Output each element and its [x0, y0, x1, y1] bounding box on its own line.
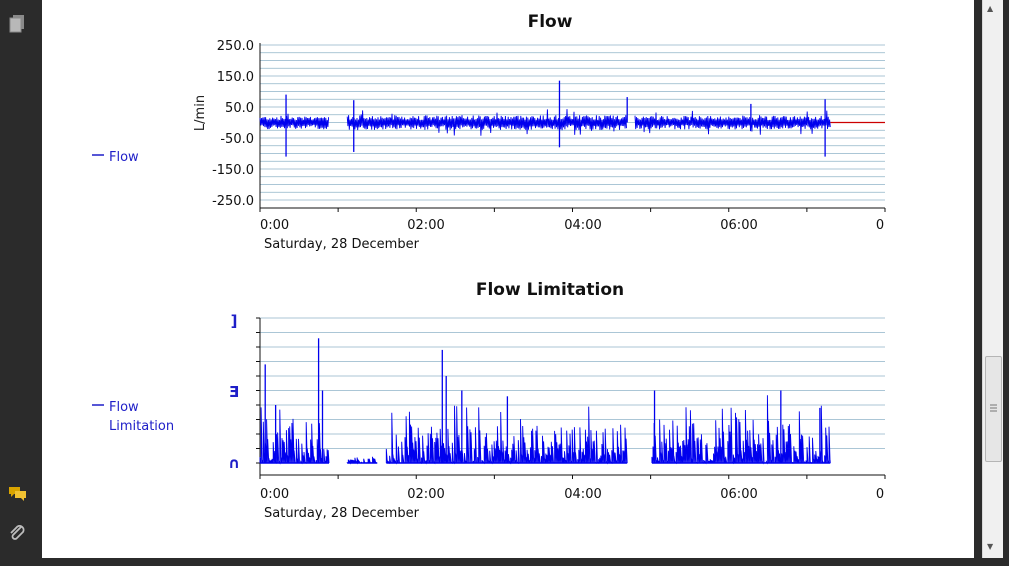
flow-limitation-series-segment	[651, 395, 831, 465]
flow-xtick-label: 04:00	[564, 218, 601, 233]
flow-limitation-xtick-label: 0	[876, 487, 884, 502]
flow-xtick-label: 02:00	[407, 218, 444, 233]
flow-xtick-label: 0:00	[260, 218, 289, 233]
flow-ylabel: L/min	[193, 95, 208, 131]
scroll-down-arrow-icon[interactable]: ▼	[987, 542, 994, 551]
flow-limitation-ytick-label: ∩	[228, 454, 240, 472]
scroll-up-arrow-icon[interactable]: ▲	[987, 4, 994, 13]
sidebar	[0, 0, 40, 566]
attachment-icon[interactable]	[6, 522, 28, 544]
flow-limitation-chart-title: Flow Limitation	[476, 280, 624, 300]
flow-series-segment	[346, 109, 627, 136]
flow-ytick-label: 150.0	[217, 70, 254, 85]
flow-limitation-series	[259, 338, 831, 465]
flow-limitation-ytick-label: ]	[231, 312, 238, 330]
flow-x-axis: 0:00 02:00 04:00 06:00 0	[260, 218, 884, 233]
flow-limitation-xtick-label: 0:00	[260, 487, 289, 502]
comments-icon[interactable]	[6, 482, 28, 504]
flow-limitation-legend-label-line2: Limitation	[109, 419, 174, 434]
window-bottom-border	[0, 558, 1009, 566]
flow-limitation-y-axis: ] Ǝ ∩	[228, 312, 240, 472]
flow-xtick-label: 0	[876, 218, 884, 233]
flow-chart-title: Flow	[528, 12, 573, 32]
flow-series-segment	[634, 110, 831, 135]
pages-icon[interactable]	[6, 12, 28, 34]
flow-legend: Flow	[92, 150, 139, 165]
chart-area: Flow L/min Saturday, 28 December Flow 25…	[92, 12, 886, 521]
flow-ytick-label: -150.0	[212, 163, 254, 178]
flow-limitation-xtick-label: 02:00	[407, 487, 444, 502]
flow-date-label: Saturday, 28 December	[264, 237, 420, 252]
flow-y-axis: 250.0 150.0 50.0 -50.0 -150.0 -250.0	[212, 39, 254, 209]
flow-limitation-date-label: Saturday, 28 December	[264, 506, 420, 521]
flow-limitation-legend-label-line1: Flow	[109, 400, 139, 415]
flow-ytick-label: -50.0	[220, 132, 254, 147]
flow-ytick-label: 250.0	[217, 39, 254, 54]
flow-ytick-label: -250.0	[212, 194, 254, 209]
flow-limitation-ytick-label: Ǝ	[229, 383, 239, 401]
document-page: Flow L/min Saturday, 28 December Flow 25…	[42, 0, 974, 558]
flow-xtick-label: 06:00	[720, 218, 757, 233]
flow-limitation-series-segment	[259, 407, 330, 465]
vertical-scrollbar[interactable]: ▲ ▼	[982, 0, 1003, 558]
flow-limitation-xtick-label: 06:00	[720, 487, 757, 502]
flow-limitation-series-segment	[346, 456, 378, 465]
scroll-thumb[interactable]	[985, 356, 1002, 462]
flow-legend-label: Flow	[109, 150, 139, 165]
flow-ytick-label: 50.0	[225, 101, 254, 116]
flow-series-segment	[259, 113, 330, 130]
flow-series	[259, 80, 885, 157]
flow-limitation-xtick-label: 04:00	[564, 487, 601, 502]
flow-limitation-x-axis: 0:00 02:00 04:00 06:00 0	[260, 487, 884, 502]
grip-icon	[990, 404, 997, 412]
flow-limitation-legend: Flow Limitation	[92, 400, 174, 434]
flow-gridlines	[259, 43, 886, 212]
